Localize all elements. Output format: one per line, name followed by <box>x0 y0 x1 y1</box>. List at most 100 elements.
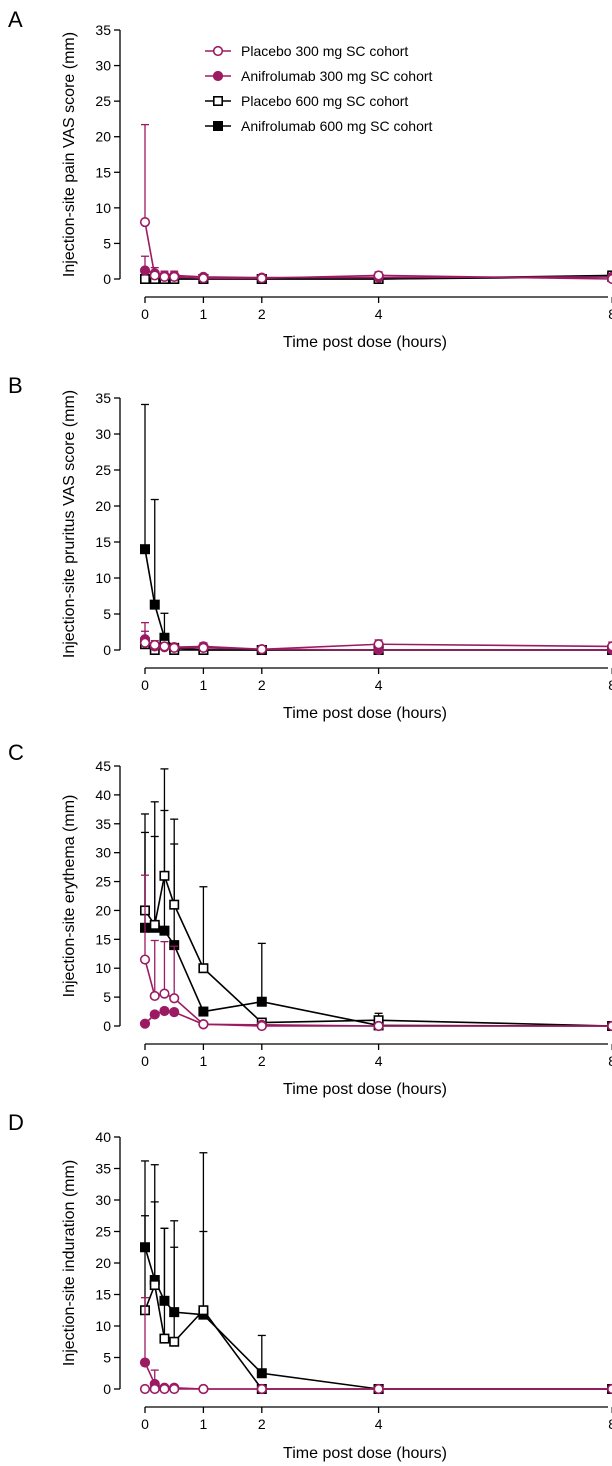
y-tick-label: 5 <box>103 989 111 1005</box>
y-tick-label: 0 <box>103 1381 111 1397</box>
series-placebo300 <box>139 874 612 1032</box>
data-point <box>607 641 612 652</box>
data-point <box>140 273 151 284</box>
y-axis-title: Injection-site pain VAS score (mm) <box>61 32 78 277</box>
series-placebo300 <box>139 123 612 285</box>
y-tick-label: 15 <box>95 1287 111 1303</box>
x-tick-label: 2 <box>258 1053 266 1069</box>
y-tick-label: 20 <box>95 129 111 145</box>
x-tick-label: 4 <box>375 306 383 322</box>
y-tick-label: 35 <box>95 390 111 406</box>
y-axis-title: Injection-site erythema (mm) <box>61 795 78 998</box>
legend-item: Placebo 300 mg SC cohort <box>205 43 408 59</box>
x-axis-title: Time post dose (hours) <box>283 334 447 351</box>
x-tick-label: 0 <box>141 1416 149 1432</box>
data-point <box>169 899 180 910</box>
y-tick-label: 25 <box>95 1224 111 1240</box>
data-point <box>149 919 160 930</box>
legend-item: Placebo 600 mg SC cohort <box>205 93 408 109</box>
y-tick-label: 40 <box>95 1129 111 1145</box>
data-point <box>139 1357 151 1368</box>
y-tick-label: 15 <box>95 534 111 550</box>
x-tick-label: 8 <box>608 677 612 693</box>
series-line <box>144 1247 612 1390</box>
panel-letter: D <box>8 1110 24 1135</box>
x-tick-label: 0 <box>141 1053 149 1069</box>
y-tick-label: 10 <box>95 1318 111 1334</box>
data-point <box>149 639 160 651</box>
legend-label: Anifrolumab 300 mg SC cohort <box>241 68 433 84</box>
y-tick-label: 20 <box>95 902 111 918</box>
data-point <box>256 1383 267 1395</box>
y-tick-label: 0 <box>103 642 111 658</box>
x-axis-title: Time post dose (hours) <box>283 705 447 722</box>
data-point <box>169 1336 180 1347</box>
y-tick-label: 0 <box>103 1018 111 1034</box>
data-point <box>169 993 180 1004</box>
series-anifrolumab600 <box>140 1152 612 1395</box>
data-point <box>373 1020 384 1032</box>
y-tick-label: 30 <box>95 58 111 74</box>
y-axis-title: Injection-site induration (mm) <box>61 1160 78 1366</box>
y-tick-label: 20 <box>95 1255 111 1271</box>
data-point <box>256 996 267 1007</box>
y-tick-label: 45 <box>95 758 111 774</box>
x-tick-label: 1 <box>200 1416 208 1432</box>
data-point <box>198 642 209 653</box>
x-tick-label: 2 <box>258 677 266 693</box>
legend-marker <box>212 70 224 82</box>
data-point <box>139 265 151 276</box>
chart-panel-a: A 0 5 10 15 20 25 30 35 0 1 2 4 8 Time post dose (hour… <box>8 7 612 351</box>
x-tick-label: 2 <box>258 1416 266 1432</box>
legend: Placebo 300 mg SC cohort Anifrolumab 300 … <box>205 43 433 134</box>
data-point <box>159 1383 170 1395</box>
y-tick-label: 10 <box>95 570 111 586</box>
series-placebo300 <box>139 1383 612 1395</box>
data-point <box>149 270 160 281</box>
data-point <box>373 270 384 281</box>
x-tick-label: 2 <box>258 306 266 322</box>
legend-marker <box>213 96 224 107</box>
x-tick-label: 1 <box>200 1053 208 1069</box>
data-point <box>169 642 180 653</box>
data-point <box>159 988 170 999</box>
series-placebo300 <box>139 630 612 655</box>
data-point <box>149 599 160 610</box>
data-point <box>198 1019 209 1030</box>
data-point <box>198 963 209 974</box>
x-tick-label: 8 <box>608 306 612 322</box>
y-tick-label: 25 <box>95 462 111 478</box>
y-tick-label: 20 <box>95 498 111 514</box>
x-axis-title: Time post dose (hours) <box>283 1445 447 1462</box>
data-point <box>607 273 612 285</box>
chart-panel-d: D 0 5 10 15 20 25 30 35 40 0 1 2 4 8 Time post dose (ho… <box>8 1110 612 1462</box>
data-point <box>607 1383 612 1395</box>
x-tick-label: 1 <box>200 677 208 693</box>
data-point <box>198 273 209 284</box>
panel-letter: A <box>8 7 23 32</box>
y-tick-label: 35 <box>95 1161 111 1177</box>
y-axis-title: Injection-site pruritus VAS score (mm) <box>61 390 78 658</box>
data-point <box>139 954 151 965</box>
y-tick-label: 10 <box>95 960 111 976</box>
x-tick-label: 8 <box>608 1416 612 1432</box>
y-tick-label: 10 <box>95 200 111 216</box>
legend-item: Anifrolumab 600 mg SC cohort <box>205 118 433 134</box>
data-point <box>149 1009 160 1020</box>
legend-label: Placebo 600 mg SC cohort <box>241 93 408 109</box>
x-axis-title: Time post dose (hours) <box>283 1081 447 1098</box>
y-tick-label: 35 <box>95 816 111 832</box>
y-tick-label: 0 <box>103 271 111 287</box>
y-tick-label: 30 <box>95 1192 111 1208</box>
data-point <box>159 925 170 936</box>
data-point <box>159 870 170 881</box>
series-anifrolumab300 <box>139 1297 612 1395</box>
legend-label: Placebo 300 mg SC cohort <box>241 43 408 59</box>
series-anifrolumab600 <box>140 403 612 655</box>
panel-letter: C <box>8 740 24 765</box>
data-point <box>140 544 151 555</box>
data-point <box>198 1305 209 1316</box>
chart-panel-b: B 0 5 10 15 20 25 30 35 0 1 2 4 8 Time post dose (hour… <box>8 373 612 722</box>
data-point <box>139 637 151 648</box>
